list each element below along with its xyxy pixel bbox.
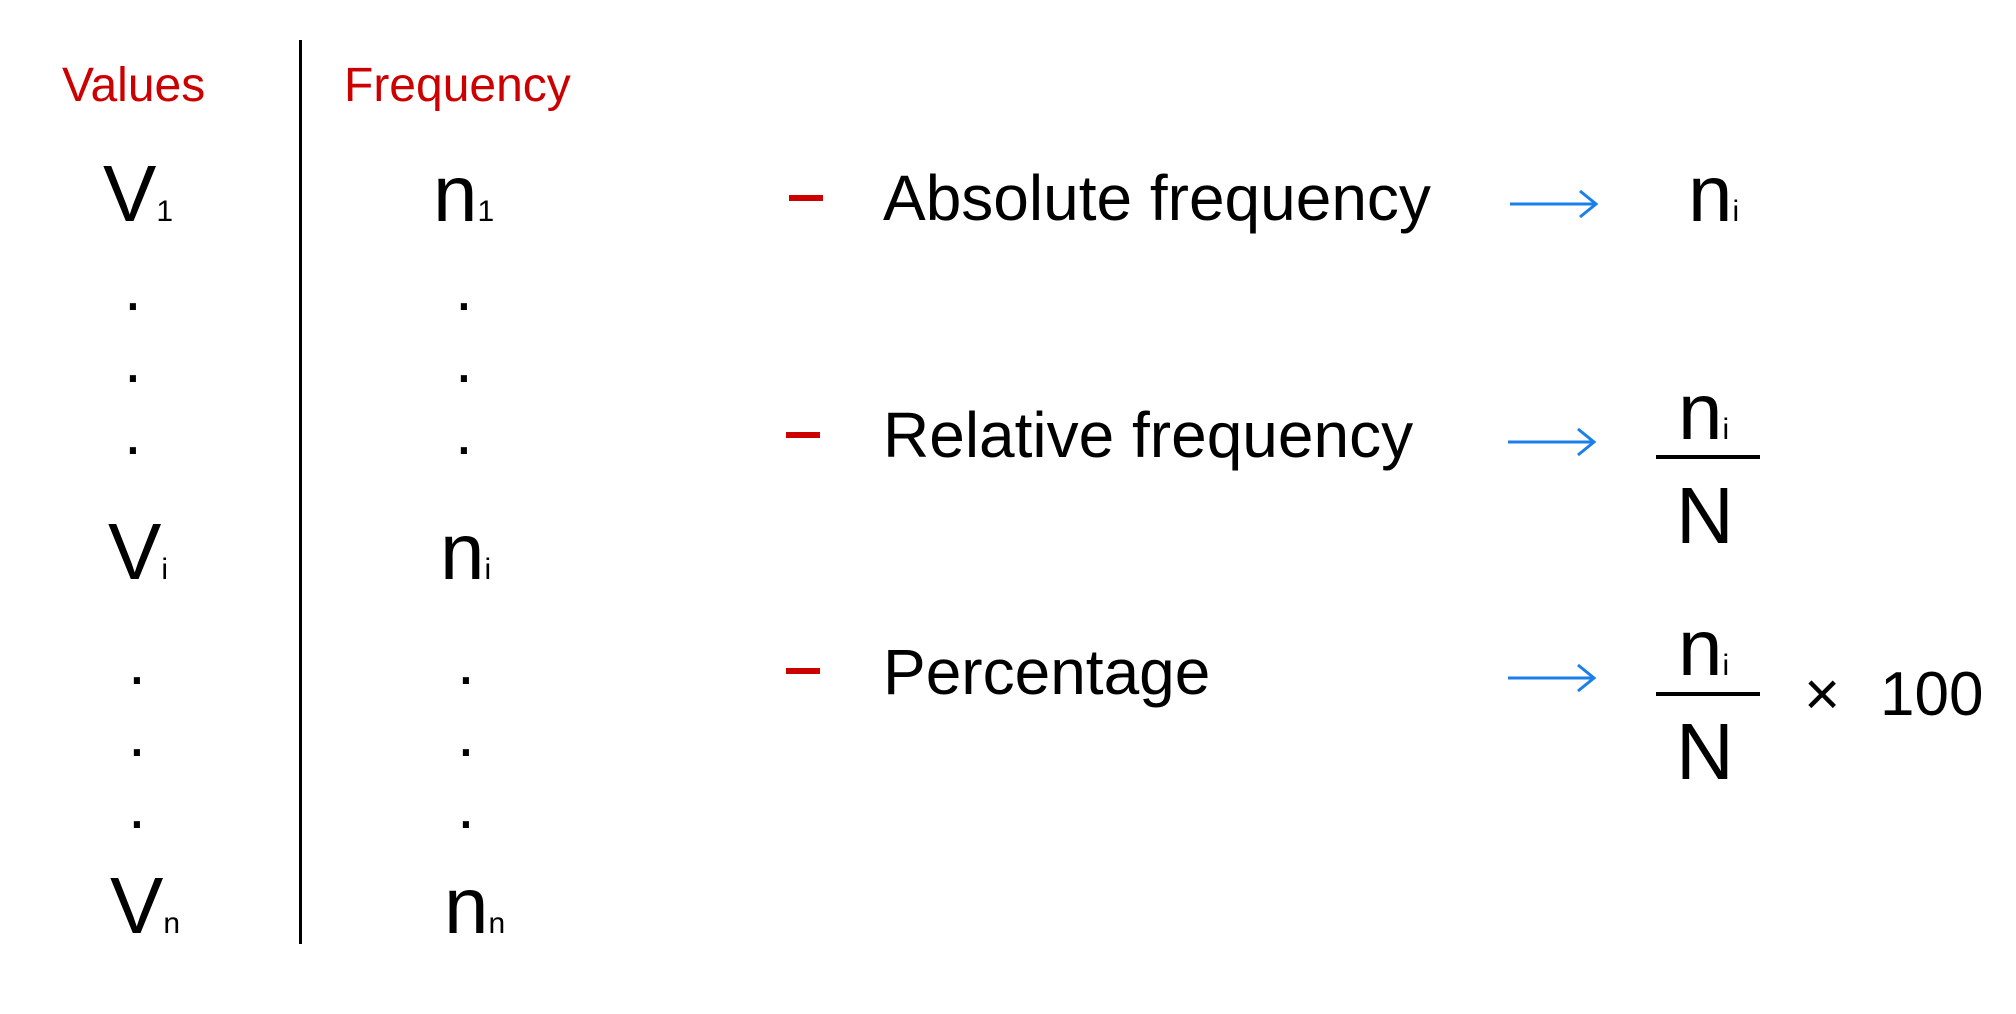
values-ellipsis-dot: . bbox=[128, 698, 146, 770]
values-ellipsis-dot: . bbox=[124, 324, 142, 396]
frequency-base: n bbox=[444, 861, 489, 950]
fraction-bar bbox=[1656, 455, 1760, 459]
percentage-multiplier: 100 bbox=[1880, 660, 1984, 729]
numerator-subscript: i bbox=[1722, 649, 1730, 682]
numerator-subscript: i bbox=[1722, 413, 1730, 446]
frequency-ellipsis-dot: . bbox=[457, 770, 475, 842]
frequency-subscript: i bbox=[484, 553, 492, 586]
frequency-ellipsis-dot: . bbox=[455, 324, 473, 396]
frequency-nn: nn bbox=[444, 866, 505, 946]
frequency-n1: n1 bbox=[433, 154, 494, 234]
percentage-numerator: ni bbox=[1678, 608, 1729, 688]
frequency-ellipsis-dot: . bbox=[455, 252, 473, 324]
value-subscript: 1 bbox=[156, 195, 174, 228]
frequency-ellipsis-dot: . bbox=[457, 626, 475, 698]
values-ellipsis-dot: . bbox=[128, 626, 146, 698]
frequency-ni: ni bbox=[440, 512, 491, 592]
value-v1: V1 bbox=[103, 154, 173, 234]
red-dash-bullet-icon bbox=[789, 195, 823, 201]
times-symbol: × bbox=[1804, 660, 1841, 729]
values-ellipsis-dot: . bbox=[128, 770, 146, 842]
frequency-header: Frequency bbox=[344, 59, 571, 112]
right-arrow-icon bbox=[1510, 189, 1599, 219]
frequency-ellipsis-dot: . bbox=[455, 396, 473, 468]
frequency-base: n bbox=[440, 507, 485, 596]
relative-frequency-label: Relative frequency bbox=[883, 399, 1414, 471]
frequency-ellipsis-dot: . bbox=[457, 698, 475, 770]
frequency-base: n bbox=[433, 149, 478, 238]
value-vn: Vn bbox=[110, 866, 180, 946]
red-dash-bullet-icon bbox=[786, 432, 820, 438]
red-dash-bullet-icon bbox=[786, 668, 820, 674]
values-ellipsis-dot: . bbox=[124, 396, 142, 468]
value-vi: Vi bbox=[108, 512, 168, 592]
formula-base: n bbox=[1688, 149, 1733, 238]
value-subscript: n bbox=[163, 907, 181, 940]
percentage-label: Percentage bbox=[883, 636, 1211, 708]
absolute-frequency-formula: ni bbox=[1688, 154, 1739, 234]
right-arrow-icon bbox=[1508, 427, 1597, 457]
right-arrow-icon bbox=[1508, 663, 1597, 693]
value-base: V bbox=[108, 507, 162, 596]
values-header: Values bbox=[62, 59, 206, 112]
value-base: V bbox=[110, 861, 164, 950]
percentage-denominator: N bbox=[1676, 707, 1734, 796]
relative-frequency-denominator: N bbox=[1676, 471, 1734, 560]
numerator-base: n bbox=[1678, 367, 1723, 456]
values-ellipsis-dot: . bbox=[124, 252, 142, 324]
fraction-bar bbox=[1656, 692, 1760, 696]
value-base: V bbox=[103, 149, 157, 238]
frequency-subscript: n bbox=[488, 907, 506, 940]
formula-subscript: i bbox=[1732, 195, 1740, 228]
numerator-base: n bbox=[1678, 603, 1723, 692]
column-divider bbox=[299, 40, 302, 944]
absolute-frequency-label: Absolute frequency bbox=[883, 162, 1431, 234]
value-subscript: i bbox=[161, 553, 169, 586]
frequency-subscript: 1 bbox=[477, 195, 495, 228]
relative-frequency-numerator: ni bbox=[1678, 372, 1729, 452]
